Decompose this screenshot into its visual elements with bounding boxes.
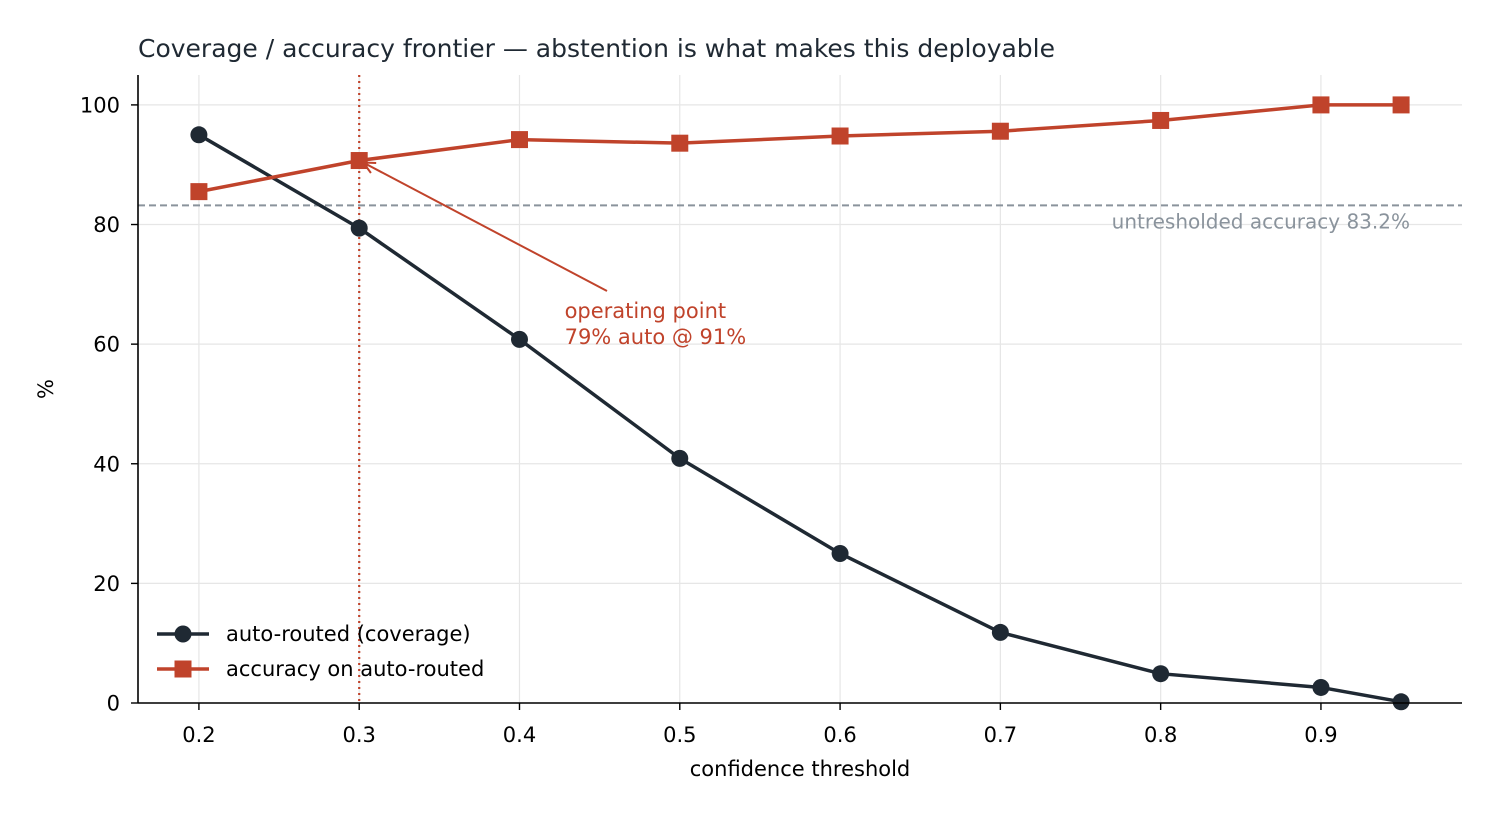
- y-tick-label: 20: [93, 572, 120, 596]
- chart-title: Coverage / accuracy frontier — abstentio…: [138, 34, 1055, 63]
- data-point: [991, 122, 1009, 140]
- x-tick-label: 0.4: [503, 723, 536, 747]
- series-layer: [190, 96, 1410, 711]
- annotation-layer: operating point 79% auto @ 91%: [361, 161, 747, 349]
- data-point: [1312, 96, 1330, 114]
- annotation-arrow-head: [361, 161, 377, 174]
- data-point: [190, 183, 208, 201]
- y-tick-label: 100: [80, 93, 120, 117]
- legend: auto-routed (coverage) accuracy on auto-…: [157, 622, 484, 681]
- legend-label-accuracy: accuracy on auto-routed: [226, 657, 484, 681]
- data-point: [510, 330, 528, 348]
- y-axis-label: %: [34, 379, 58, 399]
- annotation-text: operating point 79% auto @ 91%: [565, 299, 747, 349]
- y-tick-label: 80: [93, 213, 120, 237]
- legend-label-coverage: auto-routed (coverage): [226, 622, 471, 646]
- data-point: [671, 449, 689, 467]
- data-point: [350, 152, 368, 170]
- y-tick-label: 60: [93, 333, 120, 357]
- legend-item-accuracy: accuracy on auto-routed: [157, 657, 484, 681]
- data-point: [671, 134, 689, 152]
- x-tick-label: 0.5: [663, 723, 696, 747]
- x-tick-label: 0.6: [823, 723, 856, 747]
- series-1: [190, 96, 1410, 201]
- reference-line-layer: untresholded accuracy 83.2%: [138, 204, 1462, 233]
- data-point: [831, 544, 849, 562]
- data-point: [510, 131, 528, 149]
- series-line-1: [198, 103, 1402, 194]
- x-tick-label: 0.9: [1304, 723, 1337, 747]
- legend-marker-circle: [174, 625, 192, 643]
- data-point: [1152, 665, 1170, 683]
- y-tick-label: 40: [93, 452, 120, 476]
- annotation-line-2: 79% auto @ 91%: [565, 325, 747, 349]
- x-axis-label: confidence threshold: [690, 757, 911, 781]
- annotation-arrow-line: [362, 161, 608, 292]
- legend-marker-square: [174, 660, 192, 678]
- data-point: [350, 219, 368, 237]
- data-point: [1392, 96, 1410, 114]
- series-0: [190, 126, 1410, 711]
- x-tick-label: 0.3: [342, 723, 375, 747]
- x-tick-label: 0.2: [182, 723, 215, 747]
- data-point: [1392, 693, 1410, 711]
- grid-layer: [138, 75, 1462, 704]
- legend-item-coverage: auto-routed (coverage): [157, 622, 471, 646]
- axes-layer: [137, 75, 1462, 704]
- data-point: [1312, 678, 1330, 696]
- y-tick-label: 0: [107, 692, 120, 716]
- data-point: [991, 623, 1009, 641]
- x-tick-label: 0.8: [1144, 723, 1177, 747]
- annotation-line-1: operating point: [565, 299, 727, 323]
- x-tick-label: 0.7: [984, 723, 1017, 747]
- data-point: [831, 127, 849, 145]
- data-point: [1152, 111, 1170, 129]
- data-point: [190, 126, 208, 144]
- ticks-layer: 0.2 0.3 0.4 0.5 0.6 0.7 0.8 0.9 0 20 40 60 80 100: [80, 93, 1338, 747]
- untresholded-accuracy-label: untresholded accuracy 83.2%: [1112, 209, 1410, 233]
